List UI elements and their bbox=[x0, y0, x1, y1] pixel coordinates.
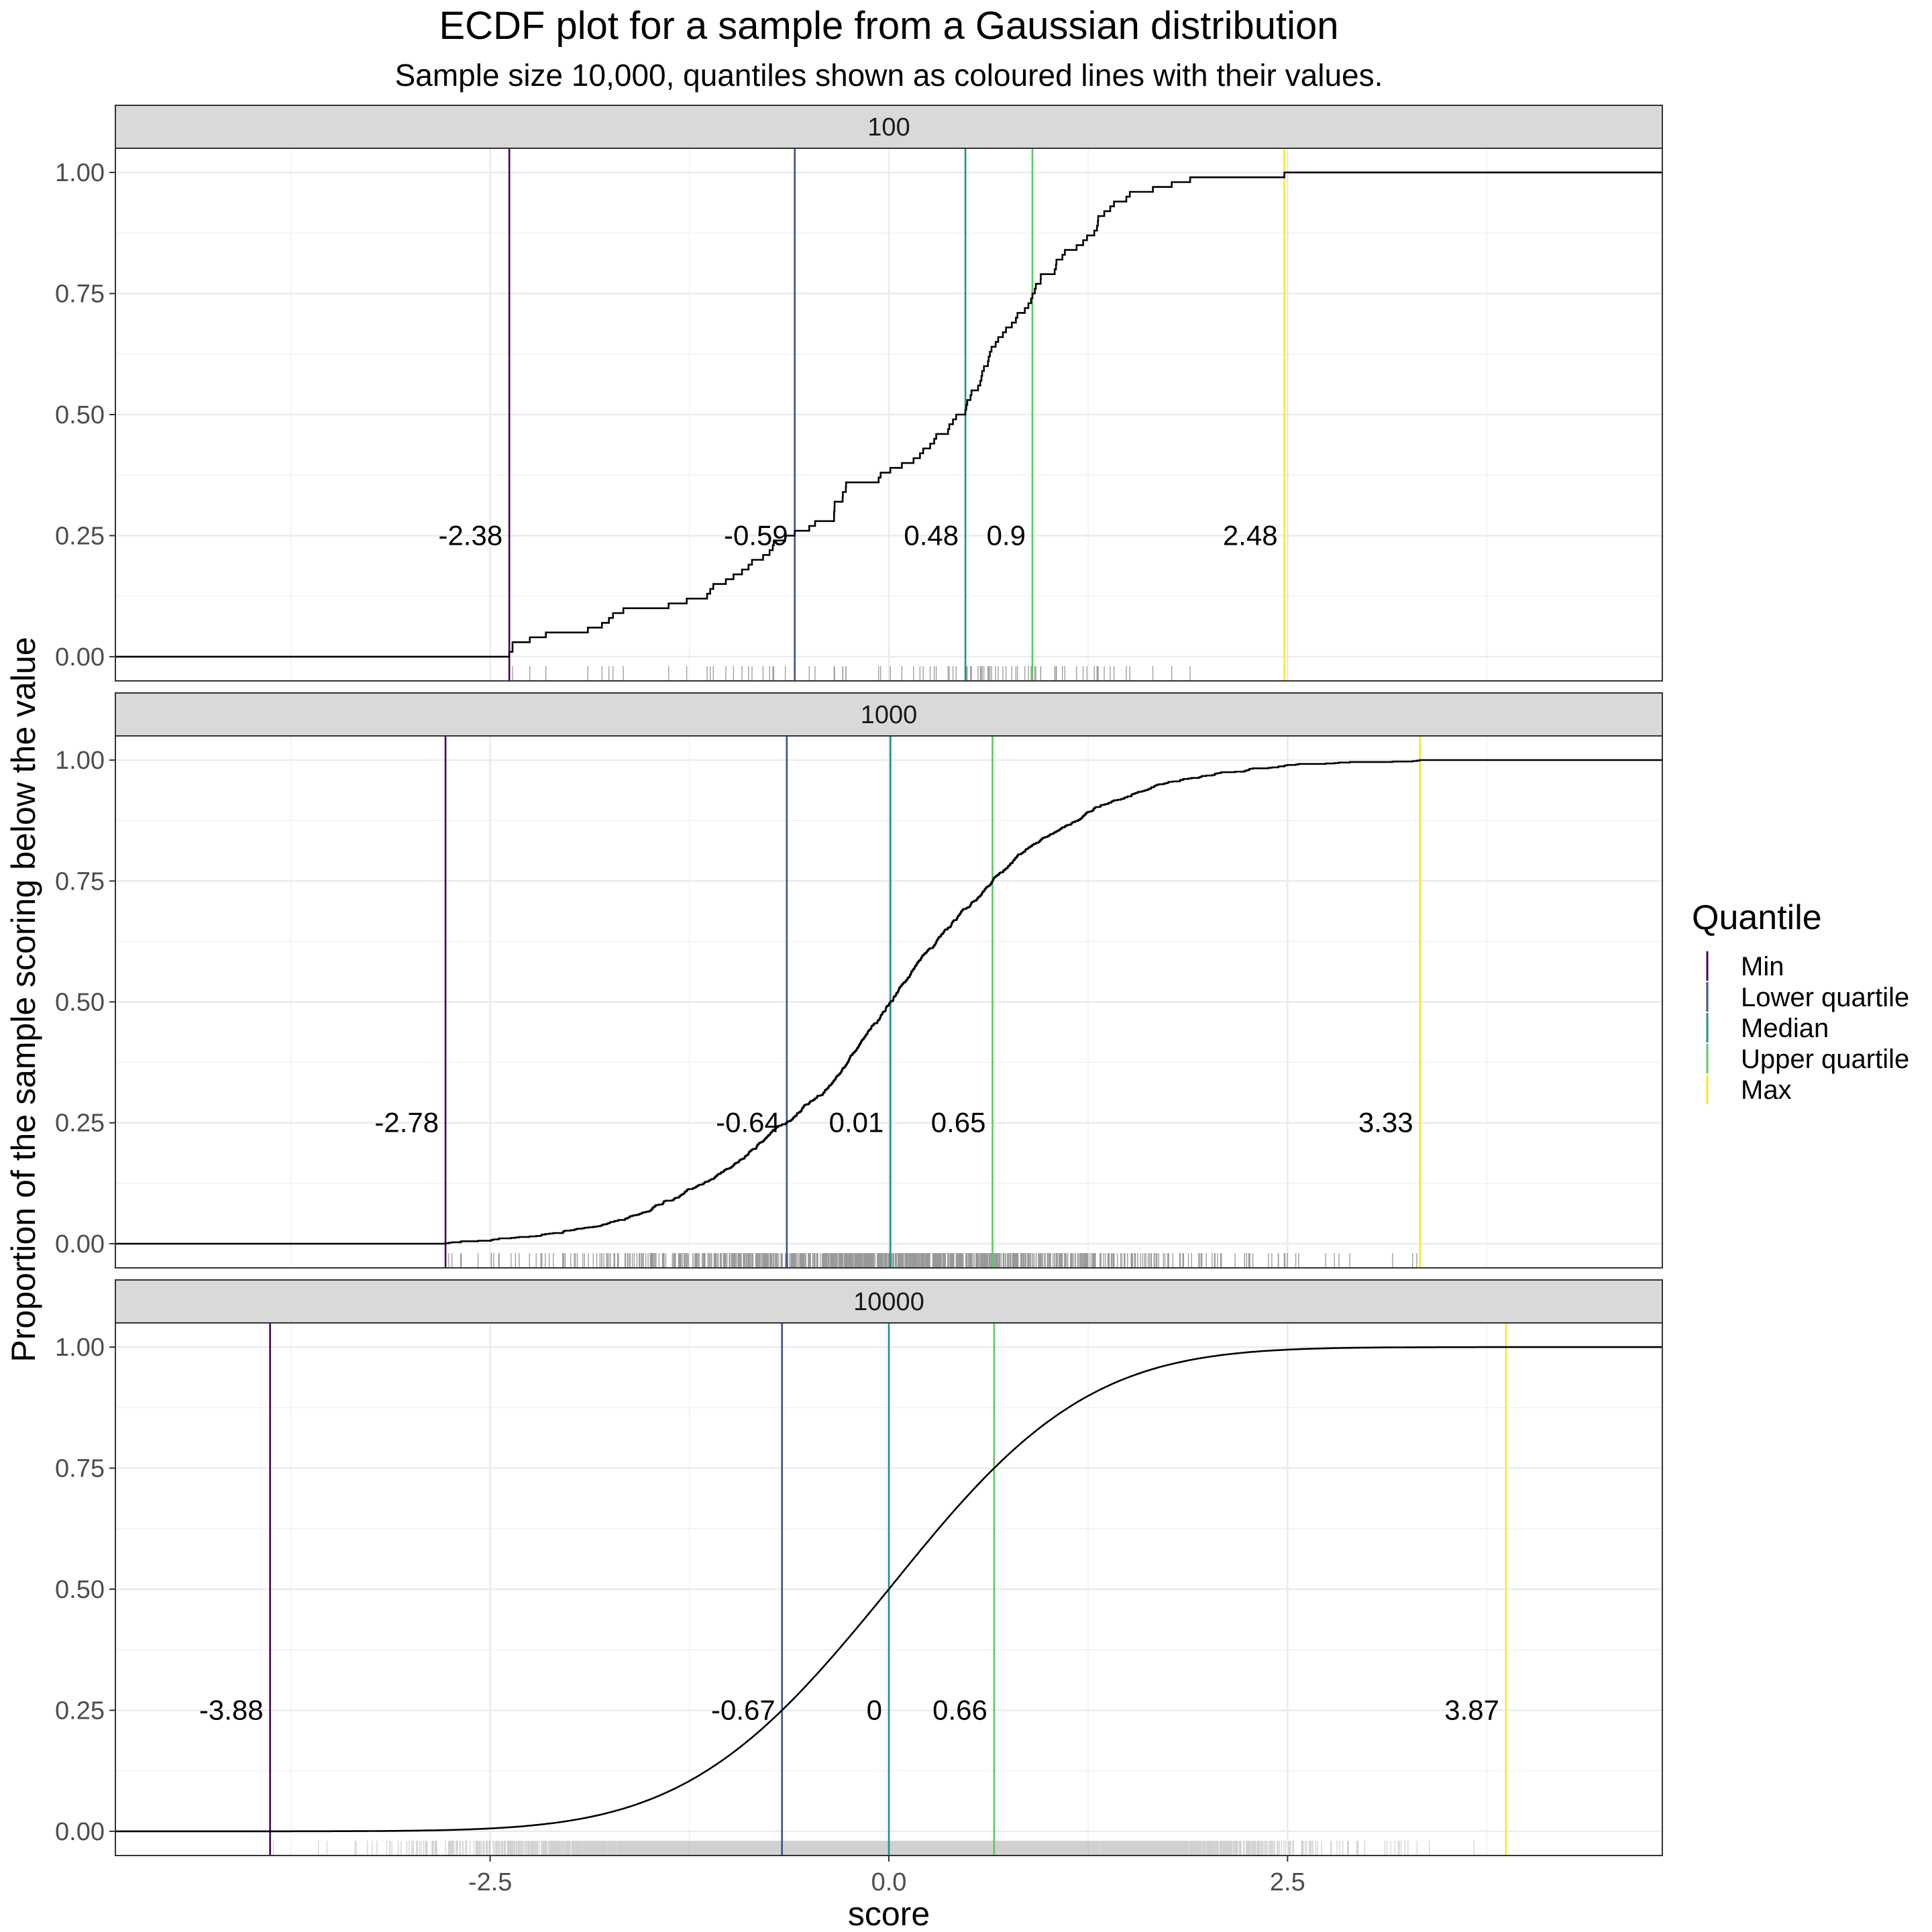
legend-label: Lower quartile bbox=[1741, 983, 1909, 1012]
y-tick-label: 1.00 bbox=[55, 1334, 105, 1362]
y-tick-label: 0.00 bbox=[55, 1230, 105, 1258]
y-tick-label: 0.00 bbox=[55, 643, 105, 672]
facet-strip bbox=[115, 692, 1663, 737]
quantile-value-label: -0.67 bbox=[711, 1694, 775, 1725]
x-tick-label: -2.5 bbox=[468, 1868, 512, 1896]
panel-100: 100 0.00 0.25 0.50 0.75 1.00 -2.38 -0.59 0.48 0.9… bbox=[55, 105, 1663, 682]
y-tick-label: 0.25 bbox=[55, 1697, 105, 1725]
facet-strip-label: 1000 bbox=[861, 701, 918, 729]
ecdf-line bbox=[115, 1346, 1662, 1833]
x-axis: -2.5 0.0 2.5 bbox=[468, 1856, 1305, 1896]
x-tick-label: 2.5 bbox=[1270, 1868, 1305, 1896]
facet-panels: 100 0.00 0.25 0.50 0.75 1.00 -2.38 -0.59 0.48 0.9… bbox=[55, 105, 1663, 1856]
quantile-value-label: 2.48 bbox=[1223, 519, 1278, 551]
quantile-value-label: 0.66 bbox=[932, 1694, 987, 1725]
panel-border bbox=[115, 148, 1663, 682]
y-tick-label: 0.00 bbox=[55, 1818, 105, 1846]
y-tick-label: 0.50 bbox=[55, 401, 105, 429]
x-tick-label: 0.0 bbox=[871, 1868, 907, 1896]
y-tick-label: 0.75 bbox=[55, 867, 105, 896]
legend-label: Upper quartile bbox=[1741, 1044, 1909, 1074]
facet-strip-label: 100 bbox=[867, 113, 910, 142]
y-tick-label: 0.25 bbox=[55, 522, 105, 550]
y-axis-title: Proportion of the sample scoring below t… bbox=[5, 637, 42, 1362]
facet-strip bbox=[115, 1279, 1663, 1324]
facet-strip-label: 10000 bbox=[853, 1288, 924, 1316]
quantile-value-label: -0.64 bbox=[716, 1107, 780, 1138]
quantile-value-label: 0.01 bbox=[829, 1107, 884, 1138]
quantile-value-label: 3.33 bbox=[1358, 1107, 1413, 1138]
chart-title: ECDF plot for a sample from a Gaussian d… bbox=[439, 4, 1339, 48]
ecdf-line bbox=[115, 171, 1662, 658]
legend-title: Quantile bbox=[1692, 898, 1822, 937]
quantile-value-label: -3.88 bbox=[199, 1694, 264, 1725]
quantile-value-label: 3.87 bbox=[1444, 1694, 1499, 1725]
y-tick-label: 0.50 bbox=[55, 989, 105, 1017]
y-tick-label: 0.25 bbox=[55, 1110, 105, 1138]
y-tick-label: 1.00 bbox=[55, 159, 105, 187]
quantile-value-label: 0 bbox=[867, 1694, 882, 1725]
panel-1000: 1000 0.00 0.25 0.50 0.75 1.00 -2.78 -0.64 0.01 0.… bbox=[55, 692, 1663, 1269]
quantile-value-label: -0.59 bbox=[724, 519, 788, 551]
panel-10000: 10000 0.00 0.25 0.50 0.75 1.00 -3.88 -0.67 0 0.66… bbox=[55, 1279, 1663, 1856]
y-tick-label: 1.00 bbox=[55, 747, 105, 775]
legend-label: Max bbox=[1741, 1075, 1792, 1105]
chart-subtitle: Sample size 10,000, quantiles shown as c… bbox=[395, 58, 1383, 93]
x-axis-title: score bbox=[848, 1895, 930, 1932]
quantile-value-label: -2.78 bbox=[374, 1107, 439, 1138]
legend-label: Median bbox=[1741, 1014, 1829, 1043]
ecdf-line bbox=[115, 759, 1662, 1245]
legend-label: Min bbox=[1741, 952, 1784, 981]
y-tick-label: 0.75 bbox=[55, 1455, 105, 1483]
quantile-value-label: -2.38 bbox=[438, 519, 502, 551]
quantile-value-label: 0.48 bbox=[904, 519, 959, 551]
y-tick-label: 0.75 bbox=[55, 280, 105, 309]
y-tick-label: 0.50 bbox=[55, 1576, 105, 1604]
panel-border bbox=[115, 735, 1663, 1269]
facet-strip bbox=[115, 105, 1663, 149]
quantile-value-label: 0.9 bbox=[987, 519, 1026, 551]
quantile-value-label: 0.65 bbox=[931, 1107, 986, 1138]
